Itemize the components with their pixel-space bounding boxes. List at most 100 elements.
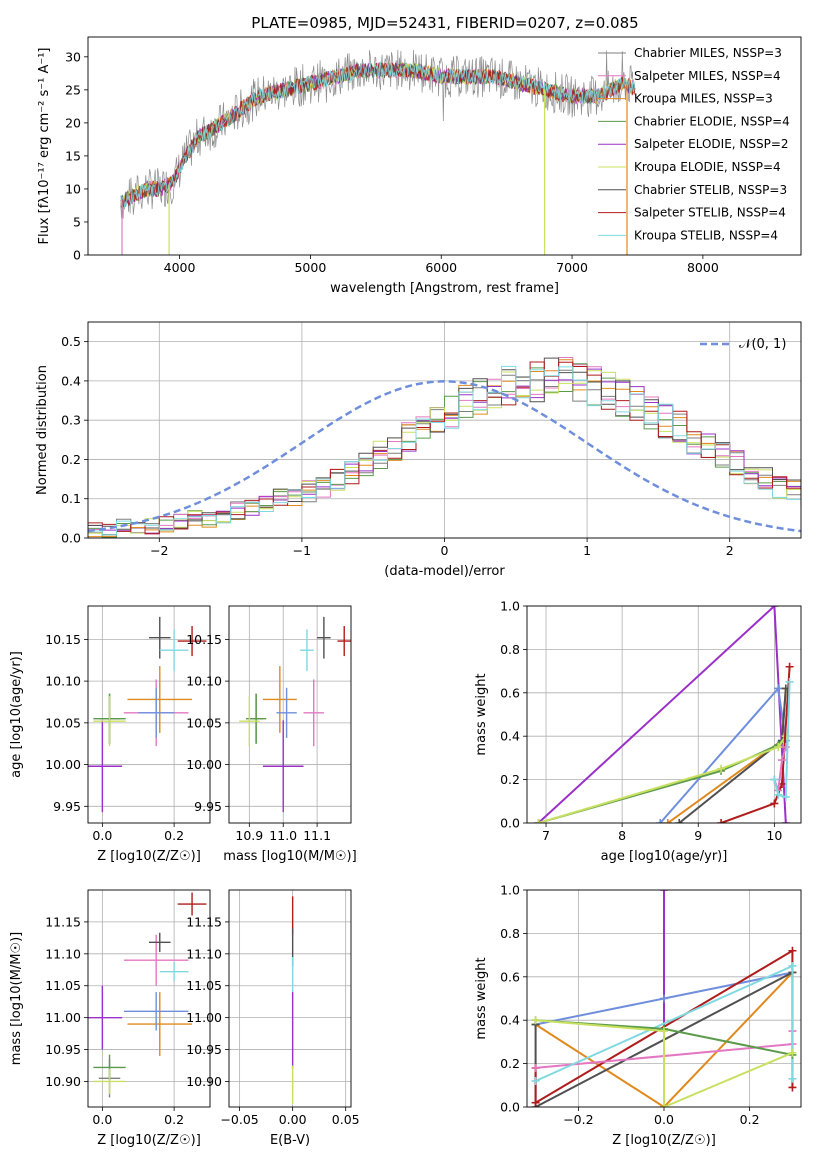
- y-tick-label: 10.90: [186, 1074, 222, 1089]
- y-tick-label: 0.8: [500, 926, 520, 941]
- x-tick-label: 4000: [164, 260, 196, 275]
- y-tick-label: 11.15: [45, 914, 81, 929]
- x-axis-label: wavelength [Angstrom, rest frame]: [330, 281, 559, 296]
- legend-label: Salpeter MILES, NSSP=4: [634, 69, 781, 83]
- weight-marker: [774, 743, 783, 752]
- plot-area: [120, 49, 636, 255]
- x-tick-label: 8: [618, 828, 626, 843]
- x-tick-label: −0.05: [220, 1112, 258, 1127]
- x-tick-label: 0.2: [740, 1112, 760, 1127]
- plot-area: [531, 890, 797, 1107]
- y-axis-label: age [log10(age/yr)]: [9, 651, 24, 778]
- weight-marker: [660, 1103, 668, 1107]
- panel-mass_vs_Z: 0.0 0.2 10.90 10.95 11.00 11.05 11.10 11.15 Z [l…: [9, 889, 211, 1148]
- y-tick-label: 0.5: [61, 334, 81, 349]
- y-axis-label: mass weight: [474, 673, 489, 755]
- weight-marker: [774, 790, 783, 799]
- y-tick-label: 10.95: [186, 1042, 222, 1057]
- y-tick-label: 0.4: [500, 1013, 520, 1028]
- weight-marker: [781, 743, 790, 752]
- weight-marker: [781, 819, 790, 823]
- x-tick-label: 11.1: [303, 828, 331, 843]
- panel-age_vs_mass: 10.9 11.0 11.1 9.95 10.00 10.05 10.10 10.15 mass…: [186, 605, 357, 864]
- x-tick-label: −1: [293, 543, 311, 558]
- axes-frame: [87, 889, 211, 1108]
- weight-line: [773, 681, 791, 799]
- x-tick-label: −0.2: [563, 1112, 593, 1127]
- histogram-step: [88, 357, 801, 531]
- x-tick-label: 0.2: [164, 1112, 184, 1127]
- legend-label: Kroupa MILES, NSSP=3: [634, 92, 773, 106]
- y-tick-label: 10.00: [186, 757, 222, 772]
- x-tick-label: 0.00: [279, 1112, 307, 1127]
- x-tick-label: 8000: [687, 260, 719, 275]
- x-axis-label: age [log10(age/yr)]: [601, 849, 728, 864]
- weight-line: [538, 735, 787, 823]
- y-tick-label: 10.05: [45, 715, 81, 730]
- x-tick-label: 0.0: [654, 1112, 674, 1127]
- weight-marker: [788, 1074, 797, 1083]
- x-tick-label: 7000: [556, 260, 588, 275]
- y-tick-label: 10.15: [45, 632, 81, 647]
- weight-line: [667, 688, 787, 823]
- y-axis-label: mass [log10(M/M☉)]: [9, 932, 24, 1065]
- y-tick-label: 0.0: [500, 816, 520, 831]
- y-tick-label: 11.00: [45, 1010, 81, 1025]
- spectrum-line: [120, 60, 636, 208]
- y-tick-label: 0.4: [61, 373, 81, 388]
- histogram-step: [88, 365, 801, 536]
- panel-spectrum: 4000 5000 6000 7000 8000 0 5 10 15 20 25 30 waveleng…: [37, 36, 802, 296]
- plot-area: [88, 892, 207, 1098]
- weight-line: [535, 971, 794, 1107]
- weight-marker: [788, 1083, 797, 1092]
- x-tick-label: 5000: [294, 260, 326, 275]
- y-tick-label: 1.0: [500, 599, 520, 614]
- axes-frame: [87, 605, 211, 824]
- y-tick-label: 0.1: [61, 491, 81, 506]
- plot-area: [534, 606, 794, 823]
- x-tick-label: 1: [583, 543, 591, 558]
- figure-title: PLATE=0985, MJD=52431, FIBERID=0207, z=0…: [251, 14, 638, 32]
- y-tick-label: 10: [65, 181, 81, 196]
- weight-line: [535, 1019, 793, 1107]
- panel-residuals: −2 −1 0 1 2 0.0 0.1 0.2 0.3 0.4 0.5 (data-model)/er…: [35, 321, 802, 579]
- weight-marker: [788, 961, 797, 970]
- histogram-step: [88, 370, 801, 536]
- weight-marker: [717, 764, 726, 773]
- axes-frame: [228, 889, 352, 1108]
- y-tick-label: 9.95: [194, 799, 222, 814]
- weight-marker: [788, 1048, 797, 1057]
- x-tick-label: 0.05: [332, 1112, 360, 1127]
- x-tick-label: 0.0: [92, 1112, 112, 1127]
- x-tick-label: 0: [441, 543, 449, 558]
- y-tick-label: 30: [65, 49, 81, 64]
- axes-frame: [228, 605, 352, 824]
- x-tick-label: 7: [542, 828, 550, 843]
- axes-frame: [526, 605, 802, 824]
- panel-age_vs_Z: 0.0 0.2 9.95 10.00 10.05 10.10 10.15 Z [log10(Z…: [9, 605, 211, 864]
- y-tick-label: 11.15: [186, 914, 222, 929]
- weight-line: [534, 971, 793, 1107]
- x-tick-label: 11.0: [269, 828, 297, 843]
- x-axis-label: E(B-V): [270, 1133, 310, 1148]
- weight-marker: [770, 606, 779, 610]
- y-tick-label: 10.15: [186, 632, 222, 647]
- panel-weight_vs_Z: −0.2 0.0 0.2 0.0 0.2 0.4 0.6 0.8 1.0 Z [log10(Z/Z…: [474, 883, 802, 1148]
- y-tick-label: 11.10: [186, 946, 222, 961]
- y-axis-label: Flux [fλ10⁻¹⁷ erg cm⁻² s⁻¹ A⁻¹]: [37, 48, 52, 245]
- weight-marker: [717, 819, 726, 823]
- y-tick-label: 0.0: [61, 531, 81, 546]
- y-tick-label: 0.3: [61, 413, 81, 428]
- legend-label: 𝒩(0, 1): [739, 337, 786, 352]
- plot-area: [239, 616, 351, 813]
- weight-marker: [531, 1076, 540, 1085]
- legend-label: Kroupa STELIB, NSSP=4: [634, 228, 778, 242]
- panel-mass_vs_ebv: −0.05 0.00 0.05 10.90 10.95 11.00 11.05 11.10 11…: [186, 889, 360, 1148]
- y-tick-label: 0.8: [500, 642, 520, 657]
- y-tick-label: 10.90: [45, 1074, 81, 1089]
- weight-marker: [660, 1027, 668, 1036]
- weight-marker: [656, 819, 665, 823]
- weight-marker: [531, 1063, 540, 1072]
- y-tick-label: 11.05: [186, 978, 222, 993]
- y-tick-label: 15: [65, 148, 81, 163]
